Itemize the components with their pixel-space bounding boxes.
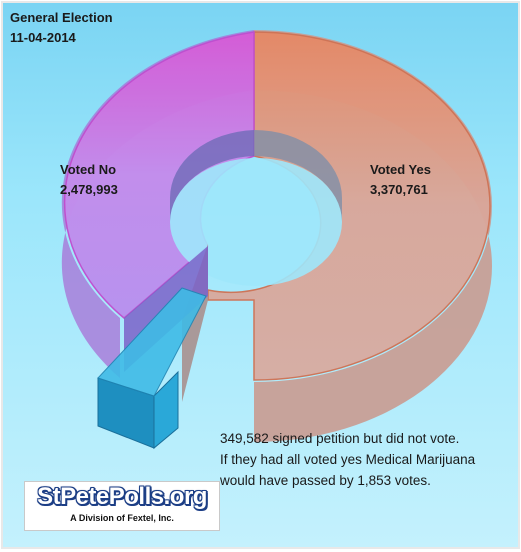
voted-yes-name: Voted Yes xyxy=(370,162,431,177)
voted-yes-label: Voted Yes 3,370,761 xyxy=(370,160,431,200)
petition-slice-top xyxy=(97,287,207,397)
annotation-note: 349,582 signed petition but did not vote… xyxy=(220,428,510,491)
note-line2: If they had all voted yes Medical Mariju… xyxy=(220,452,476,467)
title-line2: 11-04-2014 xyxy=(10,30,76,45)
voted-no-value: 2,478,993 xyxy=(60,182,118,197)
title-line1: General Election xyxy=(10,10,113,25)
logo-name: StPetePolls.org xyxy=(37,483,207,510)
chart-title: General Election 11-04-2014 xyxy=(10,8,113,48)
note-line1: 349,582 signed petition but did not vote… xyxy=(220,431,460,446)
voted-no-label: Voted No 2,478,993 xyxy=(60,160,118,200)
donut-hole xyxy=(170,158,342,286)
logo-tagline: A Division of Fextel, Inc. xyxy=(70,513,174,523)
note-line3: would have passed by 1,853 votes. xyxy=(220,473,431,488)
inner-wall-no xyxy=(169,130,254,222)
voted-yes-value: 3,370,761 xyxy=(370,182,428,197)
voted-no-name: Voted No xyxy=(60,162,117,177)
stpetepolls-logo: StPetePolls.org A Division of Fextel, In… xyxy=(24,481,220,531)
petition-slice-front xyxy=(153,370,179,450)
inner-wall-yes xyxy=(254,130,342,222)
